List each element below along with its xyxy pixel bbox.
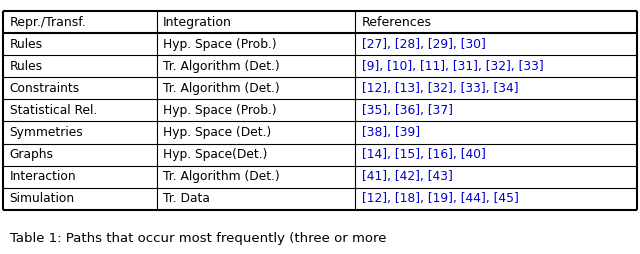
Text: References: References <box>362 16 431 29</box>
Text: Tr. Algorithm (Det.): Tr. Algorithm (Det.) <box>163 170 280 183</box>
Text: Repr./Transf.: Repr./Transf. <box>10 16 86 29</box>
Text: [27], [28], [29], [30]: [27], [28], [29], [30] <box>362 38 486 51</box>
Text: [14], [15], [16], [40]: [14], [15], [16], [40] <box>362 148 486 161</box>
Text: Integration: Integration <box>163 16 232 29</box>
Text: Symmetries: Symmetries <box>10 126 83 139</box>
Text: Tr. Algorithm (Det.): Tr. Algorithm (Det.) <box>163 82 280 95</box>
Text: Hyp. Space (Prob.): Hyp. Space (Prob.) <box>163 38 277 51</box>
Text: Graphs: Graphs <box>10 148 54 161</box>
Text: Hyp. Space(Det.): Hyp. Space(Det.) <box>163 148 268 161</box>
Text: Rules: Rules <box>10 38 43 51</box>
Text: Statistical Rel.: Statistical Rel. <box>10 104 97 117</box>
Text: Rules: Rules <box>10 60 43 73</box>
Text: [12], [18], [19], [44], [45]: [12], [18], [19], [44], [45] <box>362 192 518 205</box>
Text: Hyp. Space (Det.): Hyp. Space (Det.) <box>163 126 271 139</box>
Text: Constraints: Constraints <box>10 82 80 95</box>
Text: [12], [13], [32], [33], [34]: [12], [13], [32], [33], [34] <box>362 82 518 95</box>
Text: Tr. Data: Tr. Data <box>163 192 210 205</box>
Text: Interaction: Interaction <box>10 170 76 183</box>
Text: [35], [36], [37]: [35], [36], [37] <box>362 104 452 117</box>
Text: Table 1: Paths that occur most frequently (three or more: Table 1: Paths that occur most frequentl… <box>10 232 386 245</box>
Text: Hyp. Space (Prob.): Hyp. Space (Prob.) <box>163 104 277 117</box>
Text: Simulation: Simulation <box>10 192 75 205</box>
Text: [41], [42], [43]: [41], [42], [43] <box>362 170 452 183</box>
Text: [38], [39]: [38], [39] <box>362 126 420 139</box>
Text: Tr. Algorithm (Det.): Tr. Algorithm (Det.) <box>163 60 280 73</box>
Text: [9], [10], [11], [31], [32], [33]: [9], [10], [11], [31], [32], [33] <box>362 60 543 73</box>
